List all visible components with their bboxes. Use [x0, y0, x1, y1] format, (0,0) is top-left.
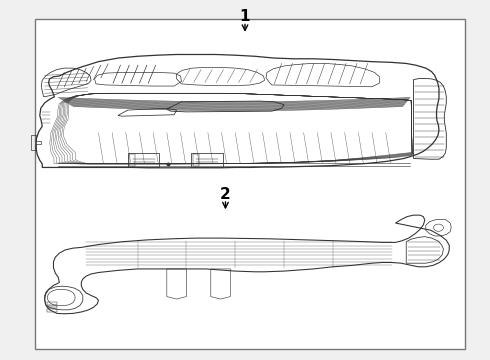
Bar — [47, 302, 57, 305]
Bar — [47, 306, 57, 309]
Bar — [35, 19, 465, 348]
Text: 2: 2 — [220, 187, 231, 202]
Bar — [47, 309, 57, 312]
Bar — [128, 153, 159, 167]
Bar — [191, 153, 223, 167]
Text: 1: 1 — [240, 9, 250, 24]
